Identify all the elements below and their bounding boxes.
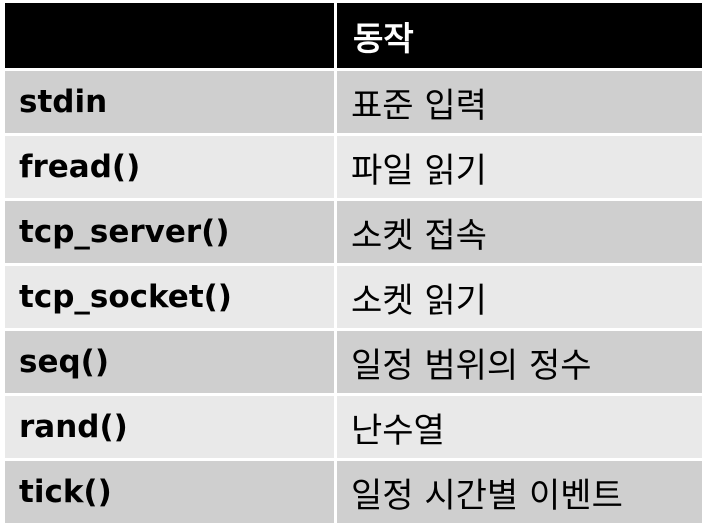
row-action-cell: 난수열 (337, 396, 702, 458)
row-action-cell: 표준 입력 (337, 71, 702, 133)
row-name-cell: rand() (5, 396, 337, 458)
row-name-cell: seq() (5, 331, 337, 393)
row-action-cell: 소켓 읽기 (337, 266, 702, 328)
row-name-cell: tcp_server() (5, 201, 337, 263)
header-name: 명칭 (5, 3, 337, 68)
row-name-cell: fread() (5, 136, 337, 198)
header-action: 동작 (337, 3, 702, 68)
row-name-cell: tick() (5, 461, 337, 523)
row-action-cell: 일정 범위의 정수 (337, 331, 702, 393)
row-action-cell: 소켓 접속 (337, 201, 702, 263)
function-table: 명칭 동작 stdin 표준 입력 fread() 파일 읽기 tcp_serv… (5, 3, 702, 523)
row-action-cell: 파일 읽기 (337, 136, 702, 198)
row-name-cell: stdin (5, 71, 337, 133)
row-action-cell: 일정 시간별 이벤트 (337, 461, 702, 523)
row-name-cell: tcp_socket() (5, 266, 337, 328)
